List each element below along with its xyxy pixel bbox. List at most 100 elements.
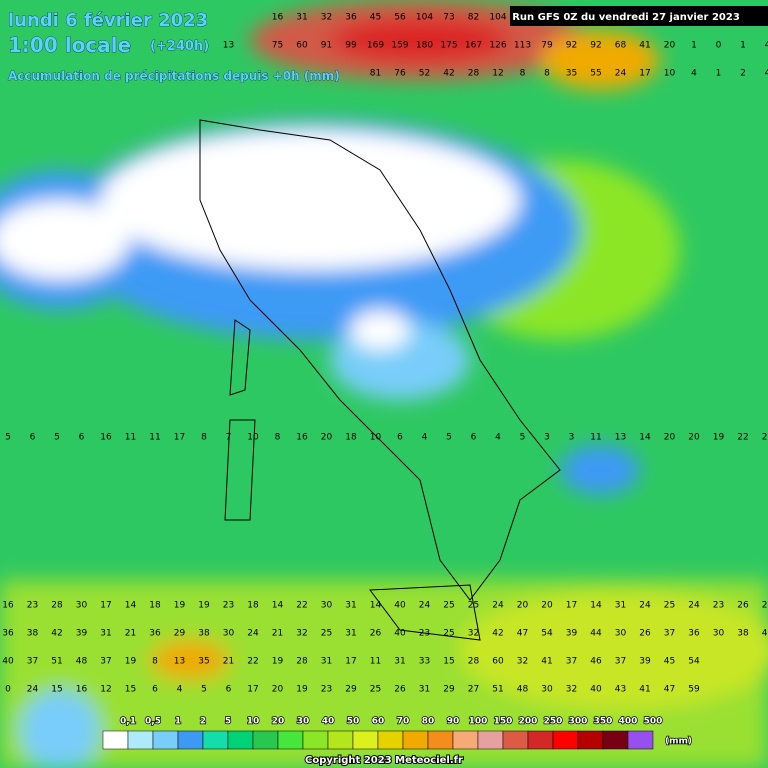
legend-swatch [452,730,479,750]
grid-value: 30 [713,629,725,639]
subtitle: Accumulation de précipitations depuis +0… [8,69,340,83]
grid-value: 54 [541,629,553,639]
grid-value: 40 [394,629,406,639]
grid-value: 159 [391,41,408,51]
grid-value: 16 [100,433,112,443]
grid-value: 39 [639,657,651,667]
grid-value: 10 [247,433,259,443]
grid-value: 20 [517,601,529,611]
grid-value: 30 [541,685,553,695]
grid-value: 24 [615,69,627,79]
grid-value: 91 [321,41,332,51]
grid-value: 48 [76,657,88,667]
grid-value: 47 [517,629,528,639]
grid-value: 73 [443,13,454,23]
grid-value: 13 [223,41,234,51]
grid-value: 23 [713,601,724,611]
grid-value: 6 [397,433,403,443]
grid-value: 16 [2,601,14,611]
grid-value: 20 [541,601,553,611]
grid-value: 44 [590,629,602,639]
grid-value: 31 [321,657,332,667]
grid-value: 32 [321,13,332,23]
grid-value: 6 [226,685,232,695]
legend-swatch [202,730,229,750]
grid-value: 104 [489,13,506,23]
grid-value: 25 [443,601,454,611]
grid-value: 68 [615,41,627,51]
grid-value: 42 [51,629,62,639]
grid-value: 36 [688,629,700,639]
grid-value: 20 [272,685,284,695]
legend-swatch [427,730,454,750]
grid-value: 24 [27,685,39,695]
grid-value: 19 [198,601,210,611]
grid-value: 28 [468,657,480,667]
grid-value: 29 [443,685,455,695]
grid-value: 3 [544,433,550,443]
legend-label: 0,5 [145,717,161,727]
grid-value: 32 [296,629,307,639]
grid-value: 14 [370,601,382,611]
grid-value: 4 [765,69,768,79]
grid-value: 47 [664,685,675,695]
legend-label: 0,1 [120,717,136,727]
grid-value: 25 [664,601,675,611]
grid-value: 5 [54,433,60,443]
grid-value: 52 [419,69,430,79]
grid-value: 35 [566,69,577,79]
grid-value: 56 [394,13,406,23]
grid-value: 169 [367,41,384,51]
legend-swatch [327,730,354,750]
legend-swatch [402,730,429,750]
grid-value: 20 [762,433,768,443]
grid-value: 26 [394,685,406,695]
legend-label: 1 [175,717,181,727]
run-info: Run GFS 0Z du vendredi 27 janvier 2023 [512,12,740,23]
grid-value: 22 [737,433,748,443]
grid-value: 24 [688,601,700,611]
grid-value: 1 [691,41,697,51]
grid-value: 13 [174,657,185,667]
grid-value: 60 [492,657,504,667]
grid-value: 24 [419,601,431,611]
grid-value: 14 [272,601,284,611]
grid-value: 180 [416,41,433,51]
legend-swatch [577,730,604,750]
legend-label: 60 [372,717,385,727]
legend-swatch [502,730,529,750]
grid-value: 31 [419,685,430,695]
grid-value: 13 [615,433,626,443]
grid-value: 48 [517,685,529,695]
grid-value: 11 [370,657,381,667]
grid-value: 40 [590,685,602,695]
grid-value: 3 [569,433,575,443]
grid-value: 4 [765,41,768,51]
grid-value: 23 [27,601,38,611]
grid-value: 30 [223,629,235,639]
grid-value: 19 [713,433,725,443]
grid-value: 17 [174,433,185,443]
grid-value: 17 [566,601,577,611]
grid-value: 21 [272,629,283,639]
legend-label: 80 [422,717,435,727]
grid-value: 81 [370,69,381,79]
legend-swatch [352,730,379,750]
grid-value: 99 [345,41,357,51]
grid-value: 8 [544,69,550,79]
grid-value: 92 [566,41,577,51]
grid-value: 38 [27,629,39,639]
grid-value: 15 [443,657,454,667]
grid-value: 14 [590,601,602,611]
grid-value: 4 [691,69,697,79]
grid-value: 20 [688,433,700,443]
legend-label: 250 [544,717,563,727]
grid-value: 10 [370,433,382,443]
grid-value: 1 [716,69,722,79]
grid-value: 26 [639,629,651,639]
grid-value: 2 [740,69,746,79]
grid-value: 51 [51,657,62,667]
grid-value: 45 [664,657,675,667]
